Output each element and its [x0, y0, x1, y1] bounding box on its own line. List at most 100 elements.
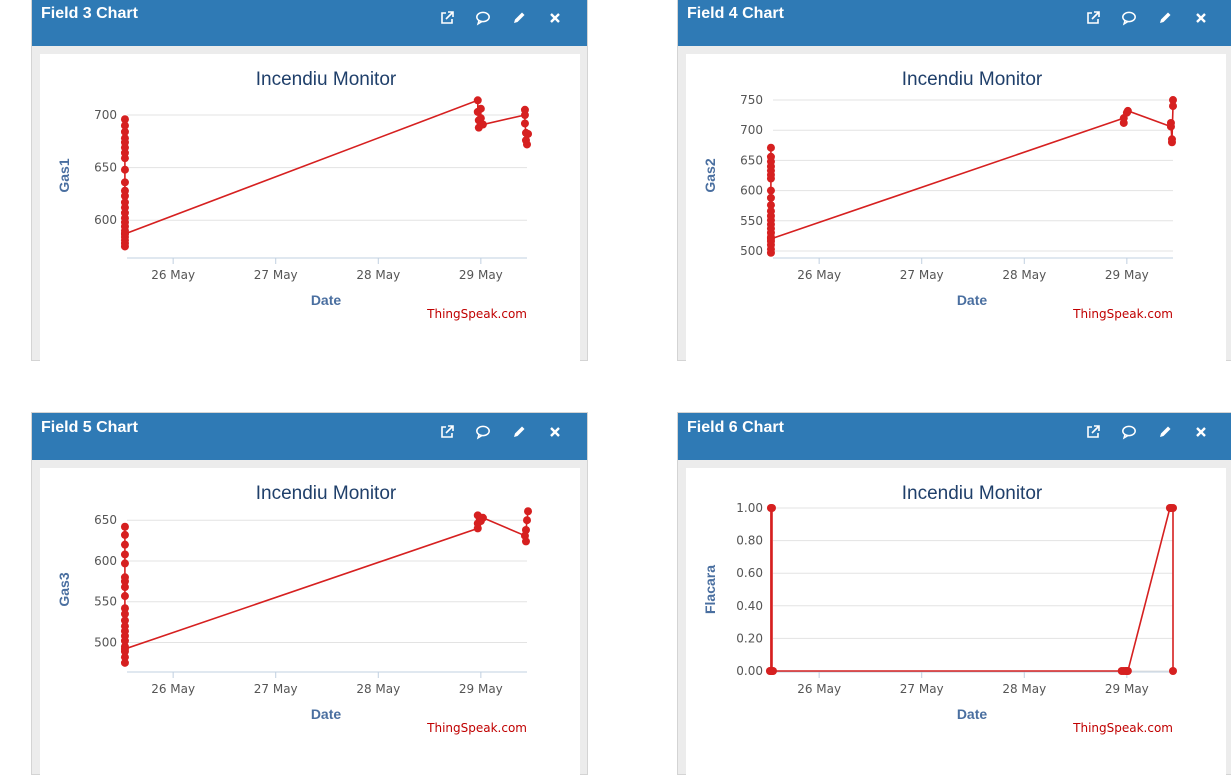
data-point[interactable] [120, 550, 129, 559]
data-point[interactable] [1169, 667, 1177, 675]
y-tick-label: 600 [740, 184, 763, 198]
close-icon[interactable] [545, 422, 565, 442]
data-point[interactable] [766, 234, 775, 243]
data-point[interactable] [766, 186, 775, 195]
x-tick-label: 28 May [356, 682, 400, 696]
data-point[interactable] [521, 526, 530, 535]
external-link-icon[interactable] [1083, 422, 1103, 442]
data-point[interactable] [120, 530, 129, 539]
data-point[interactable] [766, 152, 775, 161]
data-point[interactable] [478, 513, 487, 522]
data-point[interactable] [520, 119, 529, 128]
thingspeak-credit[interactable]: ThingSpeak.com [426, 307, 527, 321]
data-point[interactable] [120, 592, 129, 601]
data-point[interactable] [521, 537, 530, 546]
comment-icon[interactable] [473, 422, 493, 442]
data-point[interactable] [120, 653, 129, 662]
x-tick-label: 29 May [459, 682, 503, 696]
data-point[interactable] [523, 516, 531, 525]
data-point[interactable] [120, 186, 129, 195]
data-point[interactable] [120, 522, 129, 531]
close-icon[interactable] [1191, 422, 1211, 442]
data-point[interactable] [478, 120, 487, 129]
x-tick-label: 26 May [151, 682, 195, 696]
data-point[interactable] [523, 140, 531, 149]
close-icon[interactable] [545, 8, 565, 28]
panel-header: Field 3 Chart [32, 0, 587, 46]
x-axis-label: Date [311, 706, 342, 722]
data-point[interactable] [120, 198, 129, 207]
data-point[interactable] [476, 104, 485, 113]
data-point[interactable] [120, 609, 129, 618]
data-point[interactable] [120, 559, 129, 568]
pencil-icon[interactable] [1155, 422, 1175, 442]
external-link-icon[interactable] [437, 8, 457, 28]
data-point[interactable] [120, 121, 129, 130]
data-point[interactable] [766, 207, 775, 216]
chart-panel-field-6: Field 6 Chart Incendiu Monitor 0.00 0.20 0.… [677, 412, 1231, 780]
panel-header: Field 6 Chart [678, 413, 1231, 460]
data-point[interactable] [120, 540, 129, 549]
comment-icon[interactable] [473, 8, 493, 28]
data-point[interactable] [120, 115, 129, 124]
y-tick-label: 500 [740, 244, 763, 258]
y-tick-label: 0.80 [736, 534, 763, 548]
data-point[interactable] [524, 507, 533, 516]
data-point[interactable] [120, 604, 129, 613]
external-link-icon[interactable] [1083, 8, 1103, 28]
comment-icon[interactable] [1119, 8, 1139, 28]
data-point[interactable] [766, 201, 775, 210]
data-point[interactable] [1123, 106, 1132, 115]
data-point[interactable] [1123, 667, 1132, 675]
data-point[interactable] [1169, 102, 1177, 111]
data-point[interactable] [120, 616, 129, 625]
data-point[interactable] [1169, 96, 1177, 105]
y-axis-label: Gas1 [56, 158, 72, 192]
data-point[interactable] [120, 583, 129, 592]
x-axis-label: Date [957, 292, 988, 308]
series-line [124, 99, 529, 247]
data-point[interactable] [120, 229, 129, 238]
close-icon[interactable] [1191, 8, 1211, 28]
data-point[interactable] [769, 667, 777, 675]
data-point[interactable] [120, 644, 129, 653]
data-point[interactable] [766, 193, 775, 202]
data-point[interactable] [520, 105, 529, 114]
comment-icon[interactable] [1119, 422, 1139, 442]
y-tick-label: 600 [94, 213, 117, 227]
data-point[interactable] [120, 573, 129, 582]
thingspeak-credit[interactable]: ThingSpeak.com [426, 721, 527, 735]
chart-area: Incendiu Monitor 500 550 600 650 700 750 26 May… [686, 54, 1226, 366]
thingspeak-credit[interactable]: ThingSpeak.com [1072, 721, 1173, 735]
data-point[interactable] [1167, 135, 1176, 144]
pencil-icon[interactable] [509, 422, 529, 442]
thingspeak-credit[interactable]: ThingSpeak.com [1072, 307, 1173, 321]
data-point[interactable] [120, 134, 129, 143]
data-point[interactable] [1119, 118, 1128, 127]
x-tick-label: 29 May [1105, 682, 1149, 696]
chart-panel-field-5: Field 5 Chart Incendiu Monitor 500 550 600 6… [31, 412, 588, 780]
data-point[interactable] [120, 622, 129, 631]
data-point[interactable] [120, 178, 129, 187]
external-link-icon[interactable] [437, 422, 457, 442]
chart-area: Incendiu Monitor 0.00 0.20 0.40 0.60 0.80 1.00… [686, 468, 1226, 780]
data-point[interactable] [766, 143, 775, 152]
data-point[interactable] [120, 127, 129, 136]
y-tick-label: 0.60 [736, 566, 763, 580]
chart-title: Incendiu Monitor [902, 483, 1043, 504]
pencil-icon[interactable] [1155, 8, 1175, 28]
chart-panel-field-4: Field 4 Chart Incendiu Monitor 500 550 600 6… [677, 0, 1231, 366]
x-axis-label: Date [311, 292, 342, 308]
x-tick-label: 28 May [1002, 268, 1046, 282]
data-point[interactable] [473, 96, 482, 105]
data-point[interactable] [476, 114, 485, 123]
pencil-icon[interactable] [509, 8, 529, 28]
data-point[interactable] [1166, 118, 1175, 127]
data-point[interactable] [120, 658, 129, 667]
panel-title: Field 6 Chart [687, 419, 784, 436]
data-point[interactable] [767, 504, 776, 512]
line-chart: Incendiu Monitor 600 650 700 26 May 27 May 28 … [56, 69, 533, 321]
data-point[interactable] [1169, 504, 1177, 512]
data-point[interactable] [524, 129, 533, 138]
data-point[interactable] [120, 165, 129, 174]
